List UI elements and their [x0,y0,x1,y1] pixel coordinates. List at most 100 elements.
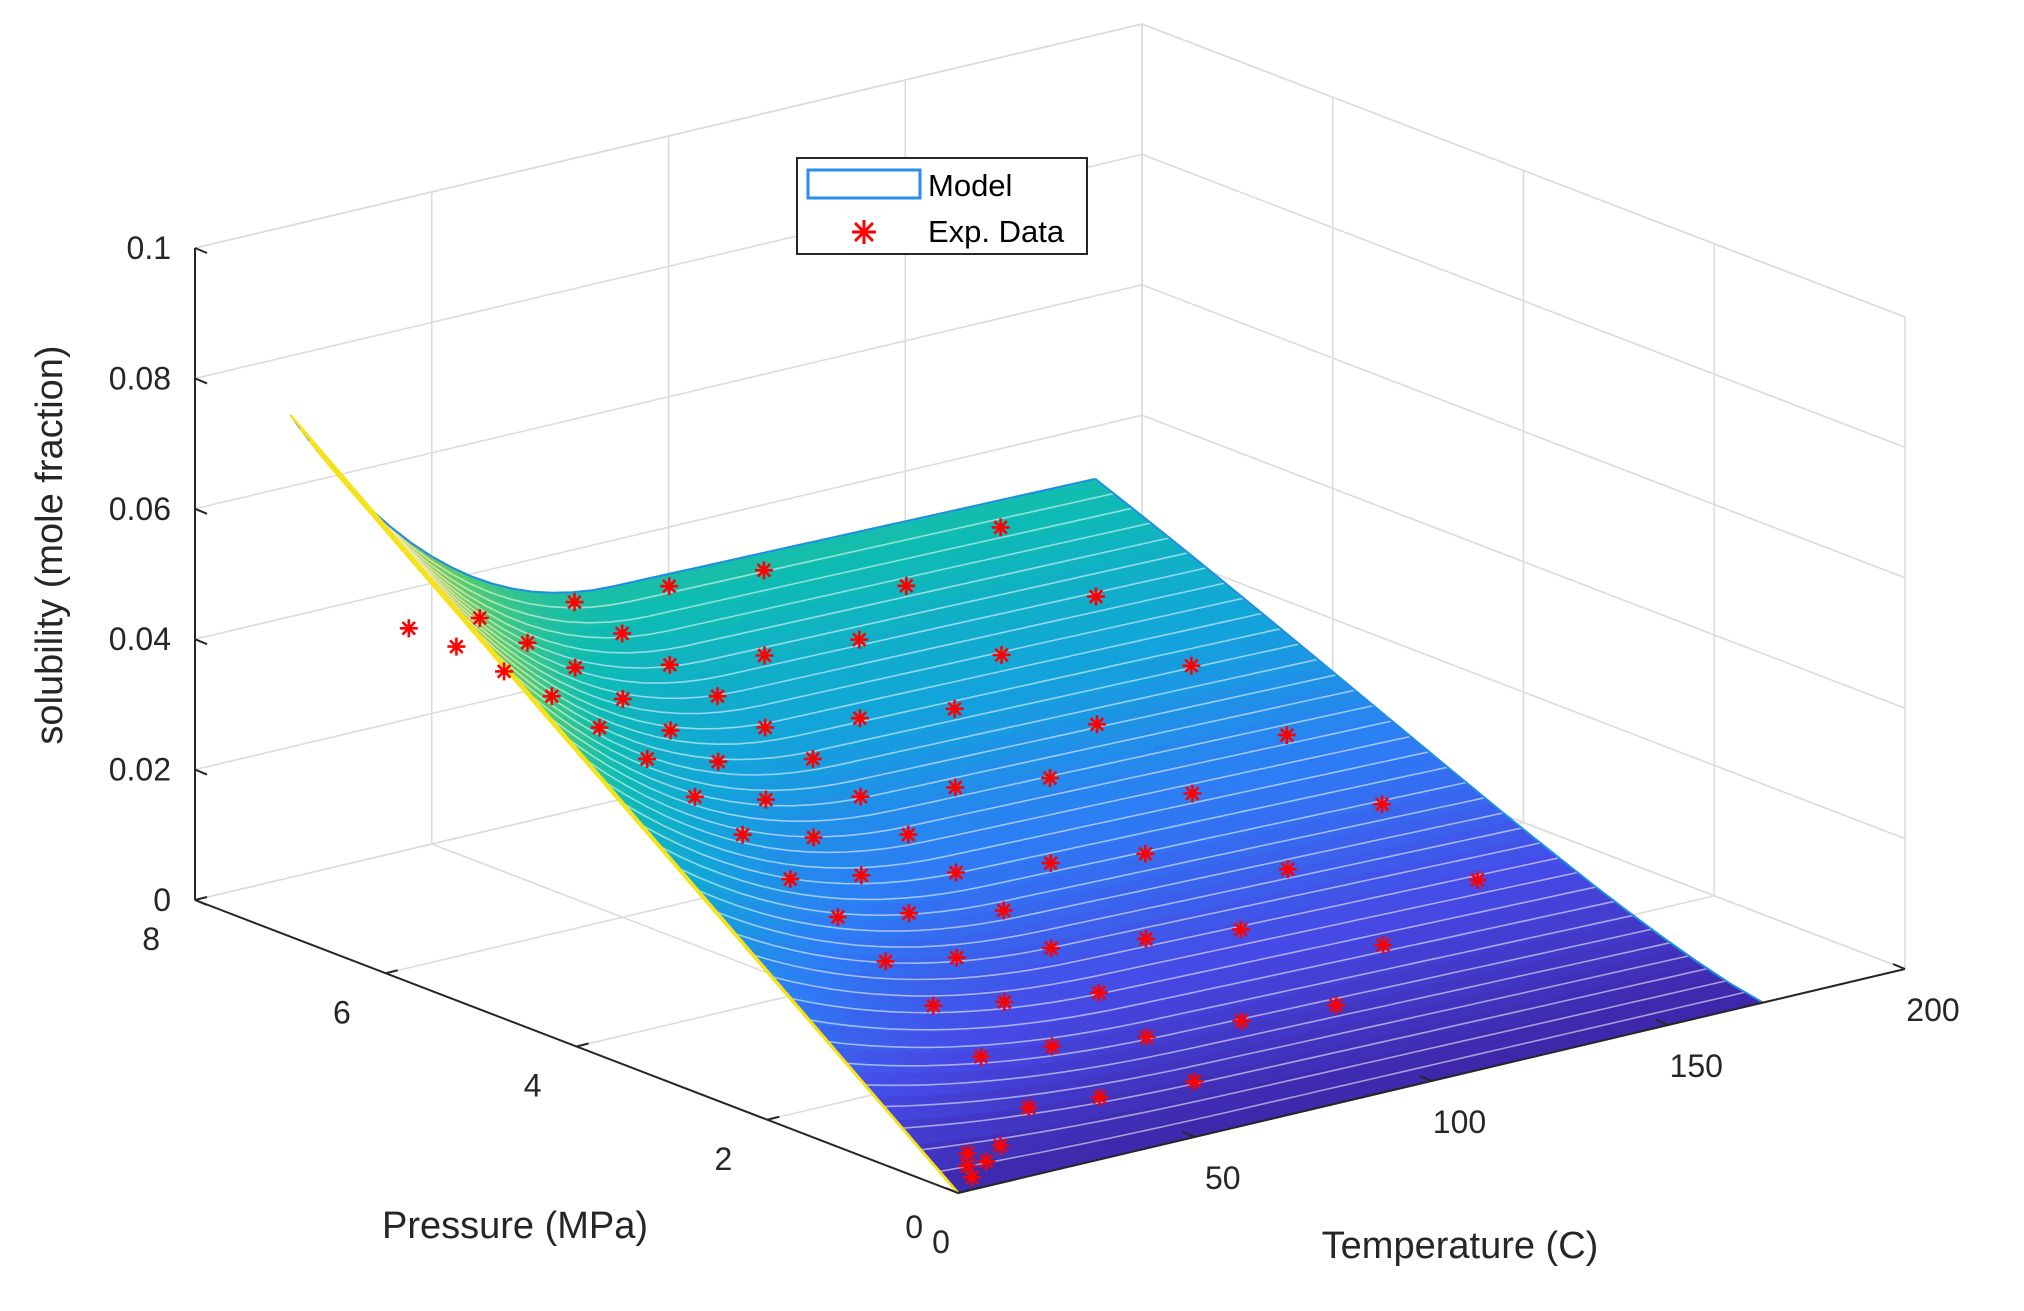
legend-model-swatch [806,168,922,200]
surface-mesh-line [363,500,1170,654]
exp-data-point-stroke [757,648,772,663]
exp-data-point [991,1136,1010,1155]
exp-data-point-stroke [996,903,1011,918]
surface-mesh-line [698,812,1504,932]
exp-data-point-stroke [878,954,893,969]
exp-data-point-stroke [1044,940,1059,956]
exp-data-point-stroke [687,789,703,805]
grid-line [1141,544,1906,840]
y-axis-label: Pressure (MPa) [382,1205,648,1247]
box-edge [194,23,1143,249]
exp-data-point [994,901,1013,920]
exp-data-point-stroke [852,632,867,647]
exp-data-point [1185,1072,1204,1091]
exp-data-point-stroke [449,639,464,654]
exp-data-point [1278,860,1297,879]
surface-mesh-line [716,827,1523,948]
surface-mesh-line [642,766,1448,885]
exp-data-point [972,1047,990,1066]
exp-data-point [566,658,585,677]
exp-data-point [470,609,489,627]
surface-mesh-line [568,704,1374,822]
exp-data-point-stroke [853,789,868,804]
surface-mesh-line [790,886,1597,1014]
exp-data-point-stroke [948,865,964,880]
exp-data-point-stroke [854,868,869,883]
exp-data-point [1182,656,1201,675]
surface-mesh-line [401,544,1207,684]
exp-data-point [995,993,1014,1011]
exp-data-point [1087,587,1105,606]
exp-data-point-stroke [758,792,774,807]
exp-data-point [977,1152,996,1171]
exp-data-point-stroke [960,1146,975,1161]
z-tick-label: 0 [153,882,171,918]
x-tick [1655,1019,1669,1026]
exp-data-point [518,633,537,652]
exp-data-point-stroke [901,827,916,842]
exp-data-point-stroke [1139,1029,1154,1045]
exp-data-point [660,655,679,674]
exp-data-point [947,863,965,882]
exp-data-point-stroke [1187,1074,1202,1089]
exp-data-point-stroke [756,563,772,578]
exp-data-point [850,709,869,728]
exp-data-point [661,721,680,740]
exp-data-point [947,948,966,967]
surface-mesh-line [326,457,1133,624]
exp-data-point-stroke [1138,846,1153,862]
grid-line [194,284,1143,510]
exp-data-point [1042,939,1061,958]
y-tick [576,1042,589,1048]
exp-data-point [754,561,773,580]
exp-data-point [1468,871,1487,889]
z-tick-label: 0.08 [109,360,171,396]
surface-mesh-line [586,720,1393,838]
exp-data-point [1090,983,1108,1002]
x-tick-label: 150 [1670,1048,1723,1084]
surface-mesh-line [883,955,1689,1108]
exp-data-point [660,577,679,596]
surface-mesh-line [772,871,1578,997]
exp-data-point [1137,929,1155,948]
exp-data-point-stroke [496,664,512,679]
exp-data-point [828,908,847,926]
exp-data-point-stroke [1091,985,1107,1000]
exp-data-point-stroke [615,691,631,707]
exp-data-point-stroke [735,827,750,842]
z-tick [194,377,208,385]
surface-mesh-line [531,674,1337,792]
surface-mesh-line [456,608,1263,730]
exp-data-point [1019,1098,1038,1117]
exp-data-point-stroke [663,723,678,738]
y-tick-label: 6 [333,994,351,1030]
x-tick-label: 100 [1433,1104,1486,1140]
surface-leading-edge [336,474,959,1194]
surface-mesh-line [660,781,1467,901]
exp-data-point [565,593,584,612]
surface-mesh-line [828,914,1634,1049]
exp-data-point-stroke [901,905,917,921]
surface-mesh-line [438,587,1244,715]
exp-data-point [852,866,871,885]
y-tick-label: 0 [905,1209,923,1245]
exp-data-point [992,646,1011,664]
exp-data-point [958,1144,977,1163]
y-tick [767,1115,780,1121]
exp-data-point-stroke [1374,797,1390,812]
y-tick [957,1189,971,1194]
exp-data-point [899,825,918,844]
legend-model-label: Model [928,168,1012,203]
exp-data-point [804,828,823,847]
exp-data-point-stroke [1234,1013,1249,1029]
exp-data-point [1183,784,1202,803]
surface-mesh-line [382,522,1189,669]
z-tick [194,768,208,776]
z-tick-label: 0.02 [109,752,171,788]
exp-data-point-stroke [1185,786,1200,801]
surface-mesh-line [345,479,1152,639]
exp-data-point-stroke [1279,727,1295,743]
exp-data-point-stroke [993,520,1008,535]
exp-data-point-stroke [1089,717,1105,732]
